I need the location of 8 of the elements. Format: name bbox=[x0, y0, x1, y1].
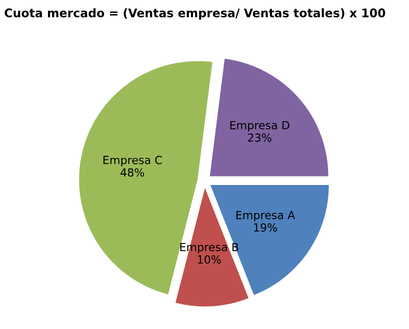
data-label: 23% bbox=[248, 133, 272, 142]
slice-label: Empresa C bbox=[103, 156, 162, 166]
slice-label: Empresa A bbox=[236, 210, 296, 222]
data-label: 19% bbox=[254, 223, 277, 232]
data-label: 10% bbox=[198, 255, 221, 264]
chart-title: Cuota mercado = (Ventas empresa/ Ventas totales) x 100 bbox=[4, 8, 386, 20]
slice-label: Empresa D bbox=[230, 121, 290, 132]
data-label: 48% bbox=[120, 168, 144, 177]
